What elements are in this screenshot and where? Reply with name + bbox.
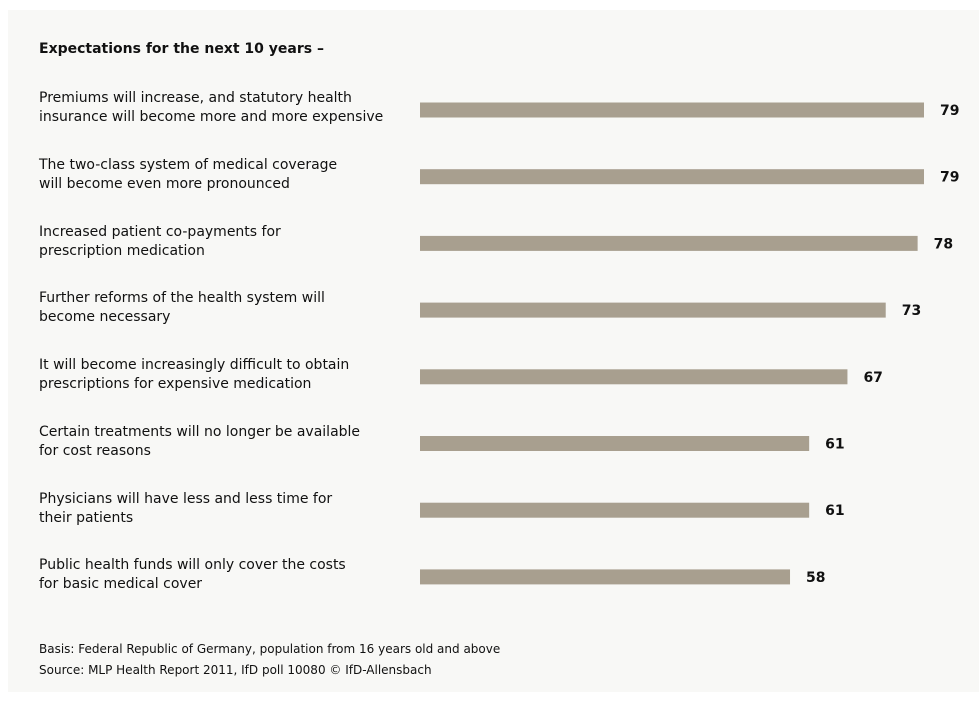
- bar: [420, 569, 791, 585]
- category-label-line: prescription medication: [39, 243, 205, 259]
- category-label: Further reforms of the health system wil…: [39, 289, 414, 327]
- bar: [420, 436, 810, 451]
- category-label-line: their patients: [39, 510, 134, 526]
- category-label-line: The two-class system of medical coverage: [39, 157, 338, 173]
- category-label: Certain treatments will no longer be ava…: [39, 423, 414, 461]
- bar-value-label: 58: [806, 570, 825, 586]
- bar: [420, 235, 918, 251]
- category-label-line: for cost reasons: [39, 443, 151, 459]
- bar-value-label: 79: [940, 103, 959, 119]
- chart-title: Expectations for the next 10 years –: [39, 41, 324, 57]
- bar-value-label: 78: [934, 236, 953, 252]
- category-label: Increased patient co-payments for prescr…: [39, 223, 414, 261]
- category-label: Physicians will have less and less time …: [39, 490, 414, 528]
- category-label-line: It will become increasingly difficult to…: [39, 357, 350, 373]
- basis-note: Basis: Federal Republic of Germany, popu…: [39, 642, 501, 656]
- category-label-line: Further reforms of the health system wil…: [39, 290, 325, 306]
- bar: [420, 302, 886, 318]
- source-note: Source: MLP Health Report 2011, IfD poll…: [39, 663, 432, 677]
- category-label-line: will become even more pronounced: [39, 176, 290, 192]
- category-label-line: prescriptions for expensive medication: [39, 376, 312, 392]
- chart-panel: Expectations for the next 10 years – Pre…: [8, 10, 979, 692]
- bar-value-label: 79: [940, 170, 959, 186]
- bar-value-label: 73: [902, 303, 921, 319]
- category-label-line: become necessary: [39, 309, 171, 325]
- category-label-line: Physicians will have less and less time …: [39, 491, 333, 507]
- category-label-line: Premiums will increase, and statutory he…: [39, 90, 352, 106]
- category-label: It will become increasingly difficult to…: [39, 356, 414, 394]
- category-label-line: Certain treatments will no longer be ava…: [39, 424, 361, 440]
- bar-value-label: 67: [863, 370, 882, 386]
- bar: [420, 369, 848, 385]
- bar: [420, 502, 810, 518]
- category-label-line: Public health funds will only cover the …: [39, 557, 346, 573]
- bar-plot-area: 79 79 78 73 67 61 61 58: [420, 102, 959, 586]
- category-label: Premiums will increase, and statutory he…: [39, 89, 414, 127]
- bar-value-label: 61: [825, 503, 844, 519]
- category-label: Public health funds will only cover the …: [39, 556, 414, 594]
- bar-value-label: 61: [825, 437, 844, 453]
- bar: [420, 169, 924, 185]
- category-label-line: for basic medical cover: [39, 576, 203, 592]
- category-label-line: insurance will become more and more expe…: [39, 109, 384, 125]
- bar: [420, 102, 924, 118]
- category-label: The two-class system of medical coverage…: [39, 156, 414, 194]
- category-label-line: Increased patient co-payments for: [39, 224, 281, 240]
